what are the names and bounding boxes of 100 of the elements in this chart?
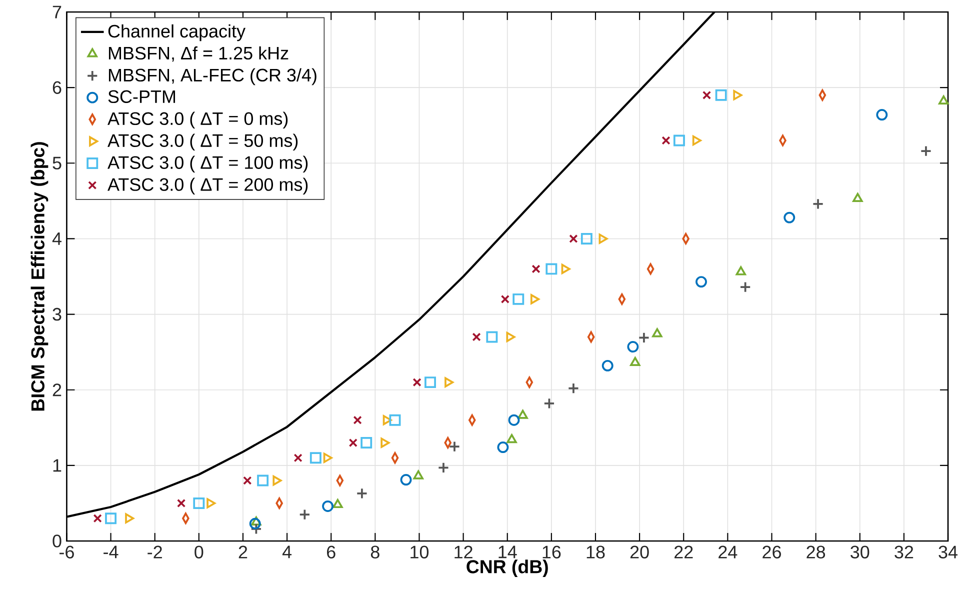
y-tick-label: 2 [52,384,62,396]
point [702,90,712,100]
point [93,514,102,523]
point [506,332,516,342]
point [382,414,392,426]
x-tick-label: 12 [454,546,472,558]
point [272,475,282,486]
y-tick-label: 6 [52,81,62,94]
point [630,356,640,366]
point [852,192,863,202]
point [389,414,401,426]
legend-label: SC-PTM [108,90,176,104]
point [193,497,205,509]
point [662,136,670,145]
y-tick-label: 7 [52,6,62,18]
point [508,414,520,426]
point [736,266,746,276]
point [938,95,949,105]
point [249,518,261,530]
point [518,410,528,419]
point [812,198,824,210]
point [206,498,216,508]
point [251,516,262,526]
legend-label: ATSC 3.0 ( ΔT = 50 ms) [108,134,298,151]
point [876,109,888,121]
x-tick-label: 0 [194,546,204,558]
y-tick-label: 5 [52,156,62,170]
x-tick-label: 8 [370,546,380,558]
point [740,281,752,293]
x-tick-label: 26 [762,546,781,558]
x-tick-label: 30 [850,546,870,558]
point [500,294,510,304]
x-tick-label: 32 [894,546,914,558]
point [546,263,558,275]
point [250,523,262,535]
point [356,488,368,500]
point [602,360,614,372]
point [733,90,742,100]
point [413,470,424,480]
y-tick-label: 0 [52,534,62,548]
x-tick-label: 14 [498,546,517,558]
x-tick-label: 34 [938,546,958,558]
point [715,89,727,101]
x-tick-label: 2 [238,546,248,558]
point [243,476,252,485]
point [472,332,481,342]
x-tick-label: 18 [586,546,605,558]
point [444,377,454,388]
legend-label: ATSC 3.0 ( ΔT = 100 ms) [108,156,308,173]
x-tick-label: -2 [148,546,162,558]
point [569,234,578,244]
x-tick-label: 4 [282,546,292,558]
point [294,454,302,462]
x-tick-label: -4 [104,546,118,558]
y-tick-label: 1 [53,459,62,472]
x-tick-label: 16 [542,546,561,558]
point [532,264,540,274]
point [400,474,412,486]
point [580,232,592,244]
point [360,437,372,448]
point [652,328,662,338]
legend-label: MBSFN, AL-FEC (CR 3/4) [108,68,316,86]
point [438,462,450,474]
y-tick-label: 3 [52,308,62,321]
x-tick-label: -6 [60,546,74,558]
point [568,382,580,394]
point [353,416,362,424]
point [332,498,343,508]
point [598,234,608,244]
legend-label: Channel capacity [108,24,246,42]
point [673,134,685,146]
point [512,293,524,305]
point [380,438,390,448]
point [561,264,570,274]
point [322,500,334,512]
point [105,512,117,524]
point [486,331,498,343]
y-axis-title: BICM Spectral Efficiency (bpc) [30,142,48,411]
legend-label: ATSC 3.0 ( ΔT = 200 ms) [108,178,308,194]
point [310,452,322,464]
point [696,276,707,288]
point [506,434,517,444]
point [323,452,332,463]
point [497,442,509,454]
point [176,498,186,508]
point [412,378,422,387]
point [920,145,932,157]
point [530,294,540,304]
point [543,398,555,410]
point [424,376,436,388]
point [298,508,310,520]
x-tick-label: 28 [806,546,826,558]
point [692,135,702,146]
point [784,212,796,224]
point [627,341,639,353]
point [348,438,358,448]
point [448,440,460,452]
y-tick-label: 4 [52,232,62,245]
legend-label: MBSFN, Δf = 1.25 kHz [108,46,288,62]
x-tick-label: 6 [327,546,336,558]
